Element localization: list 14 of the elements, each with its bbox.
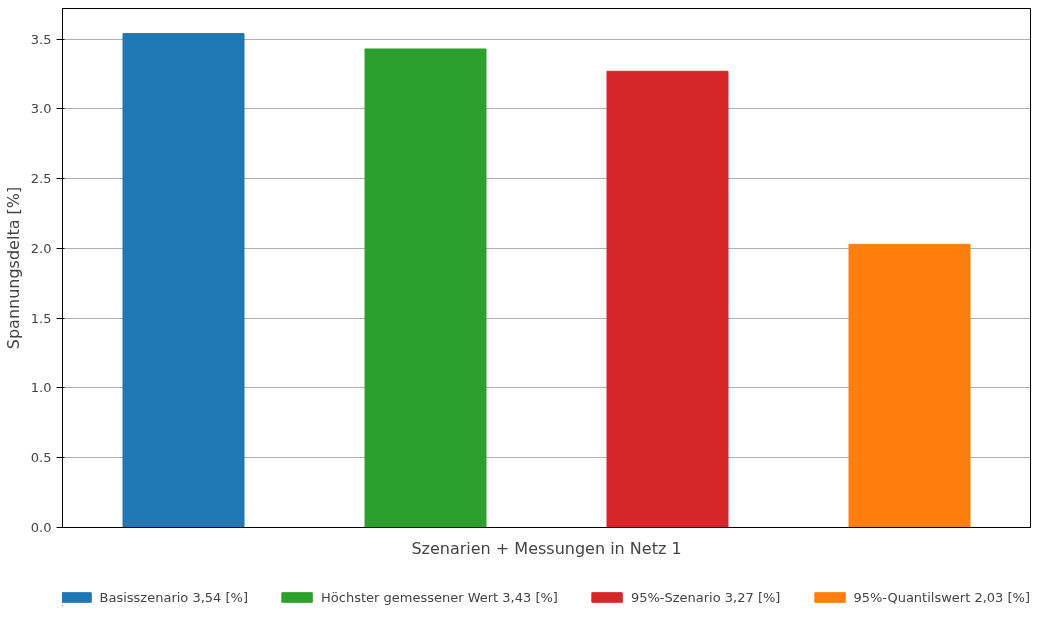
- y-tick-label: 3.5: [30, 31, 52, 47]
- y-axis-title: Spannungsdelta [%]: [3, 186, 23, 350]
- legend-label: Basisszenario 3,54 [%]: [99, 589, 249, 605]
- y-tick-label: 1.5: [30, 310, 52, 326]
- legend-label: 95%-Szenario 3,27 [%]: [630, 589, 781, 605]
- y-tick-label: 0.5: [30, 450, 52, 466]
- y-tick-label: 0.0: [30, 520, 52, 535]
- x-axis-title: Szenarien + Messungen in Netz 1: [411, 538, 682, 558]
- y-tick-label: 2.5: [30, 171, 52, 187]
- y-tick-label: 3.0: [30, 101, 52, 117]
- legend-label: Höchster gemessener Wert 3,43 [%]: [321, 589, 558, 605]
- y-tick-label: 1.0: [30, 380, 52, 396]
- legend-label: 95%-Quantilswert 2,03 [%]: [853, 589, 1030, 605]
- y-tick-label: 2.0: [30, 240, 52, 256]
